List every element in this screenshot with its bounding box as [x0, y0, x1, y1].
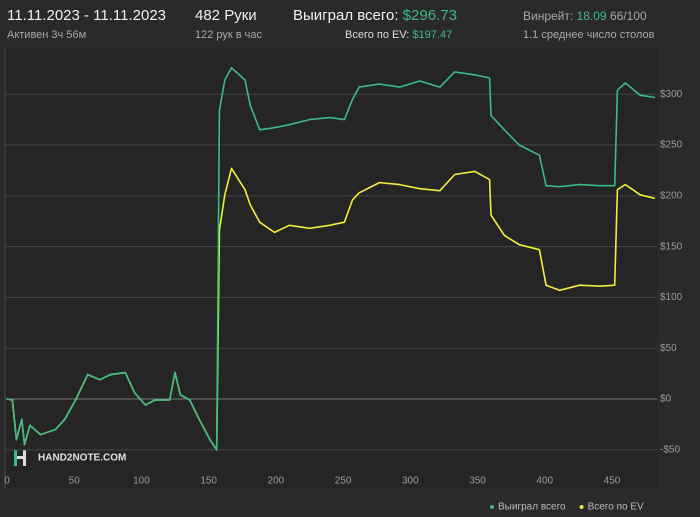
ev-label: Всего по EV:: [345, 29, 410, 41]
hands: 482 Руки: [195, 7, 257, 24]
y-tick-label: $250: [660, 140, 683, 151]
winrate-sample: 66/100: [609, 9, 647, 23]
ev-total: Всего по EV: $197.47: [345, 29, 452, 41]
logo: [14, 450, 26, 466]
avg-tables: 1.1 среднее число столов: [523, 29, 655, 41]
plot-area: [5, 48, 657, 488]
active-time: Активен 3ч 56м: [7, 29, 87, 41]
winrate-label: Винрейт:: [523, 9, 574, 23]
y-tick-label: $100: [660, 292, 683, 303]
x-tick-label: 400: [536, 476, 553, 487]
legend-label: Всего по EV: [588, 502, 644, 513]
ev-value: $197.47: [412, 29, 453, 41]
x-tick-label: 350: [469, 476, 486, 487]
watermark: HAND2NOTE.COM: [38, 453, 126, 464]
date-range: 11.11.2023 - 11.11.2023: [7, 7, 167, 24]
y-tick-label: $50: [660, 343, 677, 354]
y-tick-label: $0: [660, 394, 672, 405]
logo-bar: [14, 450, 17, 466]
winrate-value: 18.09: [576, 9, 607, 23]
legend-label: Выиграл всего: [498, 502, 566, 513]
logo-bar: [23, 450, 26, 466]
y-tick-label: $200: [660, 190, 683, 201]
x-tick-label: 100: [133, 476, 150, 487]
x-tick-label: 250: [335, 476, 352, 487]
x-tick-label: 150: [200, 476, 217, 487]
logo-bar: [17, 456, 23, 459]
y-tick-label: $300: [660, 89, 683, 100]
winrate: Винрейт: 18.09 66/100: [523, 9, 647, 23]
legend-swatch: [490, 505, 494, 509]
x-tick-label: 300: [402, 476, 419, 487]
series-line: [6, 67, 656, 451]
y-tick-label: $150: [660, 241, 683, 252]
won-total: Выиграл всего: $296.73: [293, 7, 457, 24]
x-tick-label: 450: [604, 476, 621, 487]
hands-per-hour: 122 рук в час: [195, 29, 263, 41]
won-value: $296.73: [402, 7, 457, 24]
won-label: Выиграл всего:: [293, 7, 399, 24]
x-tick-label: 0: [4, 476, 10, 487]
legend-swatch: [579, 505, 584, 509]
x-tick-label: 50: [69, 476, 81, 487]
x-tick-label: 200: [268, 476, 285, 487]
y-tick-label: -$50: [660, 444, 680, 455]
